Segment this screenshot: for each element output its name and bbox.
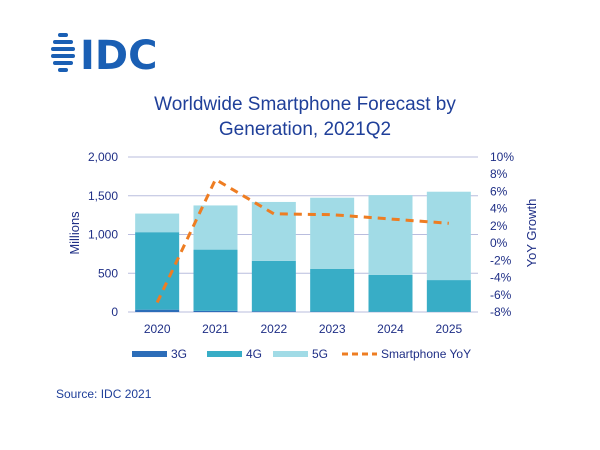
- legend-label-3g: 3G: [171, 347, 187, 361]
- left-tick-label: 1,000: [88, 228, 118, 242]
- legend-swatch-4g: [207, 351, 242, 357]
- bar-5g-2020: [135, 213, 180, 233]
- bar-3g-2021: [193, 310, 238, 312]
- left-tick-label: 0: [111, 305, 118, 319]
- x-axis-ticks: 2020 2021 2022 2023 2024 2025: [144, 322, 463, 336]
- legend-item-smartphone-yoy: Smartphone YoY: [342, 347, 471, 361]
- legend: 3G 4G 5G Smartphone YoY: [132, 347, 471, 361]
- x-tick-label: 2020: [144, 322, 171, 336]
- right-axis-ticks: 10% 8% 6% 4% 2% 0% -2% -4% -6% -8%: [490, 150, 514, 319]
- logo-text: IDC: [80, 33, 157, 79]
- left-tick-label: 500: [98, 266, 118, 280]
- right-tick-label: 6%: [490, 184, 508, 198]
- x-tick-label: 2024: [377, 322, 404, 336]
- x-tick-label: 2021: [202, 322, 229, 336]
- bar-3g-2020: [135, 309, 180, 312]
- legend-label-smartphone-yoy: Smartphone YoY: [381, 347, 471, 361]
- right-tick-label: 8%: [490, 167, 508, 181]
- x-tick-label: 2022: [260, 322, 287, 336]
- gridlines: [128, 156, 478, 313]
- left-tick-label: 2,000: [88, 150, 118, 164]
- bar-5g-2024: [368, 195, 413, 275]
- legend-item-4g: 4G: [207, 347, 262, 361]
- left-tick-label: 1,500: [88, 189, 118, 203]
- bar-4g-2023: [310, 268, 355, 312]
- x-tick-label: 2023: [319, 322, 346, 336]
- globe-icon: [51, 33, 75, 72]
- legend-swatch-5g: [273, 351, 308, 357]
- bar-4g-2021: [193, 249, 238, 311]
- bar-5g-2023: [310, 197, 355, 269]
- bar-5g-2025: [426, 191, 471, 281]
- left-axis-ticks: 0 500 1,000 1,500 2,000: [88, 150, 118, 319]
- legend-item-3g: 3G: [132, 347, 187, 361]
- y-axis-label: Millions: [67, 211, 82, 255]
- right-tick-label: -6%: [490, 288, 512, 302]
- right-tick-label: -2%: [490, 253, 512, 267]
- right-tick-label: -8%: [490, 305, 512, 319]
- bar-4g-2022: [251, 260, 296, 312]
- x-tick-label: 2025: [435, 322, 462, 336]
- source-note: Source: IDC 2021: [56, 387, 152, 401]
- right-tick-label: 2%: [490, 219, 508, 233]
- bar-4g-2025: [426, 280, 471, 312]
- bar-3g-2022: [251, 311, 296, 312]
- right-tick-label: 10%: [490, 150, 514, 164]
- legend-swatch-3g: [132, 351, 167, 357]
- chart-title-line-1: Worldwide Smartphone Forecast by: [154, 94, 456, 115]
- right-tick-label: 0%: [490, 236, 508, 250]
- legend-label-4g: 4G: [246, 347, 262, 361]
- smartphone-yoy-line: [155, 177, 449, 304]
- chart-title-line-2: Generation, 2021Q2: [219, 119, 391, 140]
- y2-axis-label: YoY Growth: [524, 199, 539, 268]
- bar-series: [135, 191, 471, 312]
- legend-label-5g: 5G: [312, 347, 328, 361]
- bar-4g-2024: [368, 274, 413, 312]
- idc-logo: IDC: [51, 33, 157, 79]
- bar-5g-2022: [251, 201, 296, 261]
- right-tick-label: 4%: [490, 202, 508, 216]
- right-tick-label: -4%: [490, 271, 512, 285]
- legend-item-5g: 5G: [273, 347, 328, 361]
